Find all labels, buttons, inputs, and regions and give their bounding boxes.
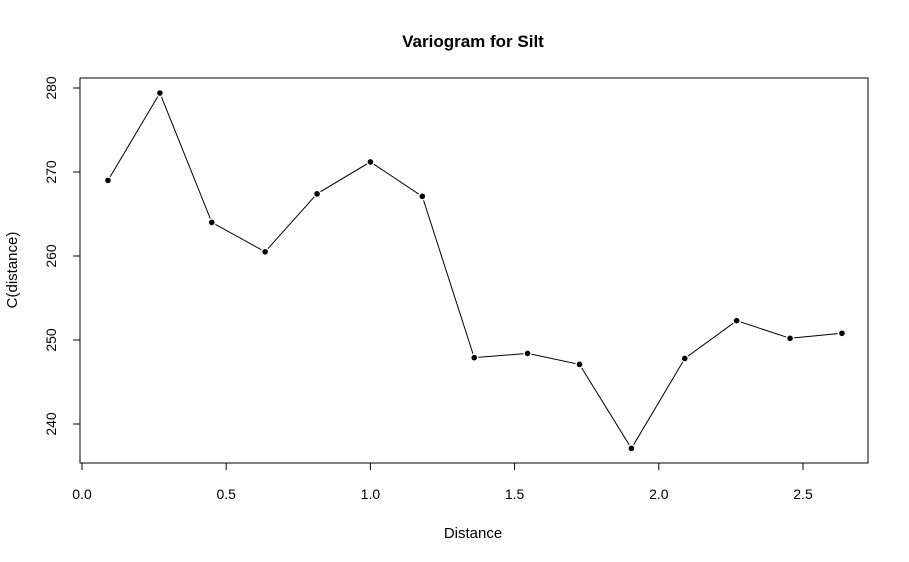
- y-tick-label: 280: [43, 76, 59, 100]
- data-point: [105, 177, 111, 184]
- data-point: [681, 355, 688, 362]
- y-tick-label: 270: [43, 160, 59, 184]
- x-tick-label: 2.5: [793, 486, 813, 502]
- y-tick-label: 260: [43, 244, 59, 268]
- data-point: [839, 330, 845, 337]
- data-point: [524, 350, 531, 357]
- data-point: [314, 191, 320, 197]
- data-point: [576, 361, 583, 368]
- x-tick-label: 1.0: [361, 486, 381, 502]
- x-tick-label: 2.0: [649, 486, 669, 502]
- plot-frame: [79, 77, 869, 464]
- x-axis: 0.0 0.5 1.0 1.5 2.0 2.5: [72, 462, 813, 502]
- y-tick-label: 250: [43, 328, 59, 352]
- data-point: [208, 219, 215, 226]
- data-point: [733, 317, 740, 324]
- x-tick-label: 0.5: [216, 486, 236, 502]
- x-tick-label: 0.0: [72, 486, 92, 502]
- y-axis: 240 250 260 270 280: [43, 76, 81, 436]
- data-point: [157, 90, 163, 96]
- data-point: [419, 193, 426, 200]
- series-line: [107, 91, 842, 450]
- data-point: [628, 445, 635, 452]
- data-point: [367, 159, 374, 165]
- data-point: [262, 249, 268, 255]
- x-axis-label: Distance: [444, 525, 502, 542]
- y-tick-label: 240: [43, 412, 59, 436]
- data-point: [787, 335, 793, 342]
- y-axis-label: C(distance): [4, 232, 21, 309]
- series-points: [103, 88, 847, 453]
- x-tick-label: 1.5: [505, 486, 525, 502]
- data-point: [471, 354, 478, 361]
- chart-title: Variogram for Silt: [402, 32, 544, 51]
